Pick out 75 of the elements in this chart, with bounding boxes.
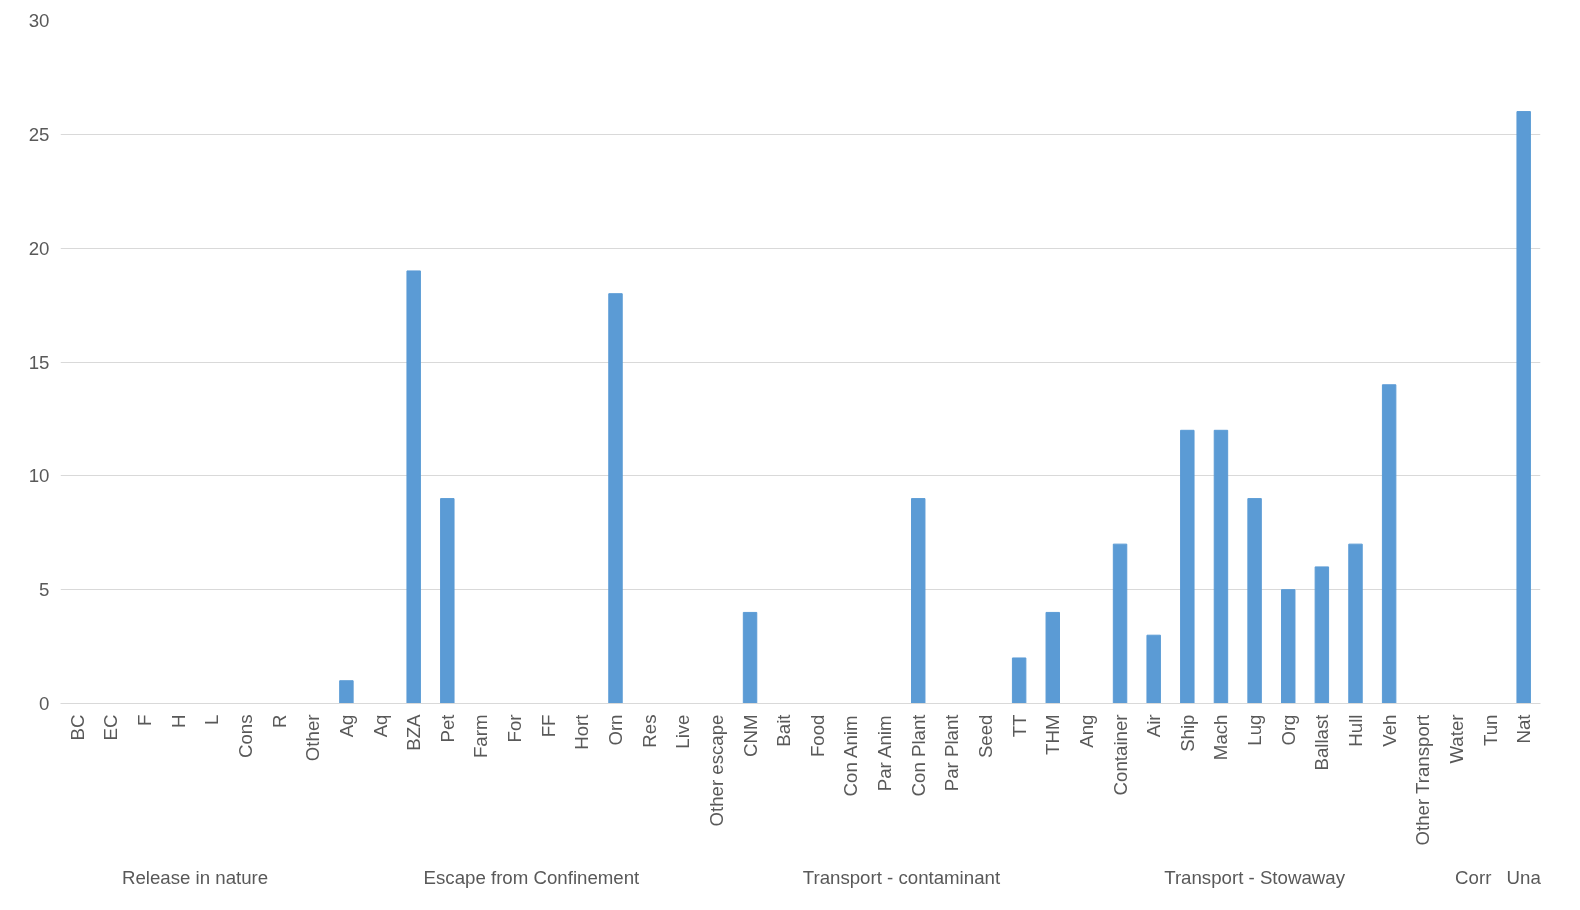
x-tick-label: Other [302,714,324,762]
text: Corr [1455,866,1492,888]
bar [339,680,354,704]
x-tick-label: R [268,714,290,728]
x-tick-label: Cons [235,714,256,759]
x-tick-label: Air [1143,714,1165,738]
x-tick-label: Other Transport [1412,714,1434,846]
x-tick-label: Ang [1075,714,1097,748]
x-tick-label: Hort [571,713,593,750]
x-tick-label: BZA [403,713,425,751]
bar [1112,543,1128,704]
x-tick-label: Pet [436,713,458,743]
x-tick-label: Lug [1244,714,1266,746]
x-tick-label: EC [100,714,122,741]
bar [742,611,758,704]
y-tick-label: 30 [28,10,50,31]
x-tick-label: Hull [1345,714,1366,747]
x-tick-label: Bait [773,713,795,747]
text: Transport - Stowaway [1164,866,1346,888]
x-tick-label: Other escape [705,714,727,827]
bar [1247,498,1262,704]
y-tick-label: 0 [39,693,50,714]
x-tick-label: Mach [1210,714,1232,761]
x-tick-label: THM [1042,714,1064,755]
x-tick-label: Con Plant [907,713,929,797]
text: Release in nature [121,866,269,888]
y-tick-label: 10 [28,465,50,487]
x-tick-label: Org [1277,714,1299,746]
x-tick-label: Tun [1479,714,1501,746]
bar [1011,657,1027,704]
text: Escape from Confinement [423,866,641,888]
text: Una [1506,866,1542,888]
x-tick-label: TT [1008,714,1030,738]
bar [1281,589,1296,704]
x-tick-label: Live [672,714,694,749]
x-tick-label: Orn [605,714,626,746]
x-tick-label: Food [806,714,828,758]
bar [1045,611,1060,704]
bar [911,498,926,704]
bar [1516,111,1531,704]
x-tick-label: Veh [1378,714,1400,747]
bar [440,498,455,704]
x-tick-label: Water [1445,714,1467,764]
x-tick-label: For [504,714,526,743]
x-tick-label: Par Plant [941,713,963,792]
text: Transport - contaminant [802,866,1001,888]
x-tick-label: BC [66,714,88,741]
x-tick-label: Ship [1176,714,1198,752]
x-tick-label: Container [1109,714,1131,796]
x-tick-label: F [134,714,156,726]
x-tick-label: Aq [369,714,391,738]
bar [1348,543,1363,704]
y-tick-label: 5 [39,579,50,601]
bar [1146,634,1161,704]
y-tick-label: 15 [28,351,50,373]
x-tick-label: Par Anim [874,715,896,792]
x-tick-label: Res [638,714,660,748]
bar [1381,384,1397,704]
x-tick-label: CNM [739,714,761,757]
x-tick-label: FF [537,714,559,738]
bar [1314,566,1330,704]
y-tick-label: 25 [28,123,50,145]
y-tick-label: 20 [28,237,50,259]
bar [1180,429,1195,704]
bar [406,270,421,704]
x-tick-label: Farm [470,714,492,759]
bar [608,293,623,704]
x-tick-label: Ag [335,714,357,738]
x-tick-label: Nat [1513,713,1535,744]
x-tick-label: Seed [975,714,996,759]
x-tick-label: L [201,714,223,725]
x-tick-label: H [167,714,189,728]
bar [1213,429,1229,704]
x-tick-label: Ballast [1311,713,1333,771]
x-tick-label: Con Anim [840,715,862,797]
